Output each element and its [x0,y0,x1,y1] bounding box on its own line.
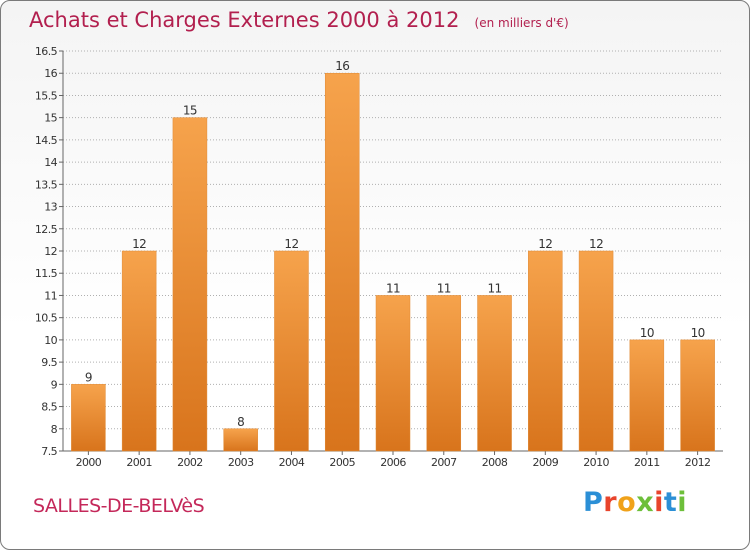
data-label: 11 [487,281,501,295]
logo-letter: i [677,487,688,518]
x-tick-label: 2002 [177,456,203,469]
y-tick-label: 13.5 [35,178,58,191]
y-tick-label: 8 [51,423,58,436]
x-tick-label: 2010 [583,456,609,469]
y-tick-label: 10 [44,334,57,347]
logo-letter: r [603,487,618,518]
chart-unit: (en milliers d'€) [474,16,569,30]
data-label: 10 [691,326,705,340]
y-tick-label: 16 [44,67,57,80]
logo-letter: t [663,487,678,518]
data-label: 12 [538,237,552,251]
bar-2005 [324,72,360,452]
x-tick-label: 2011 [634,456,660,469]
commune-name: SALLES-DE-BELVèS [33,495,205,517]
y-tick-label: 11 [44,289,57,302]
bar-2007 [426,295,462,452]
chart-title-row: Achats et Charges Externes 2000 à 2012 (… [29,8,569,32]
y-tick-label: 8.5 [41,401,57,414]
bar-2004 [274,250,309,452]
logo-letter: P [583,487,604,518]
bar-2003 [223,428,258,452]
y-tick-label: 7.5 [41,445,57,458]
bar-2001 [121,250,157,452]
bar-2010 [578,250,614,452]
y-tick-label: 15.5 [35,89,58,102]
data-label: 12 [284,237,298,251]
logo-letter: i [654,487,664,518]
data-label: 8 [237,415,244,429]
bar-2002 [172,117,208,452]
logo-letter: x [636,487,655,518]
y-tick-label: 16.5 [35,45,58,58]
chart-title: Achats et Charges Externes 2000 à 2012 [29,8,460,32]
y-tick-label: 12.5 [35,223,58,236]
bar-2012 [680,339,715,452]
x-tick-label: 2004 [279,456,305,469]
data-label: 12 [132,237,146,251]
data-label: 11 [386,281,400,295]
x-tick-label: 2009 [533,456,559,469]
x-tick-label: 2000 [76,456,102,469]
x-tick-label: 2012 [685,456,711,469]
proxiti-logo[interactable]: Proxiti [583,487,687,518]
data-label: 15 [183,104,197,118]
y-tick-label: 14 [44,156,57,169]
x-tick-label: 2005 [329,456,355,469]
data-label: 11 [437,281,451,295]
y-tick-label: 9 [51,378,58,391]
data-label: 12 [589,237,603,251]
x-tick-label: 2003 [228,456,254,469]
bar-2009 [528,250,563,452]
bar-2011 [629,339,665,452]
y-tick-label: 12 [44,245,57,258]
x-tick-label: 2001 [126,456,152,469]
logo-letter: o [617,487,637,518]
x-tick-label: 2006 [380,456,406,469]
bar-2000 [71,384,106,452]
y-tick-label: 14.5 [35,134,58,147]
data-label: 16 [335,59,349,73]
bars [71,72,715,452]
x-tick-label: 2007 [431,456,457,469]
bar-2006 [375,295,411,452]
data-label: 10 [640,326,654,340]
y-tick-label: 13 [44,201,57,214]
data-label: 9 [85,370,92,384]
labels: 2000 9 2001 12 2002 15 2003 8 2004 12 2005 16 2006 11… [76,59,711,469]
y-tick-label: 10.5 [35,312,58,325]
y-tick-label: 9.5 [41,356,57,369]
bar-2008 [477,295,512,452]
y-tick-label: 11.5 [35,267,58,280]
x-tick-label: 2008 [482,456,508,469]
y-tick-label: 15 [44,112,57,125]
